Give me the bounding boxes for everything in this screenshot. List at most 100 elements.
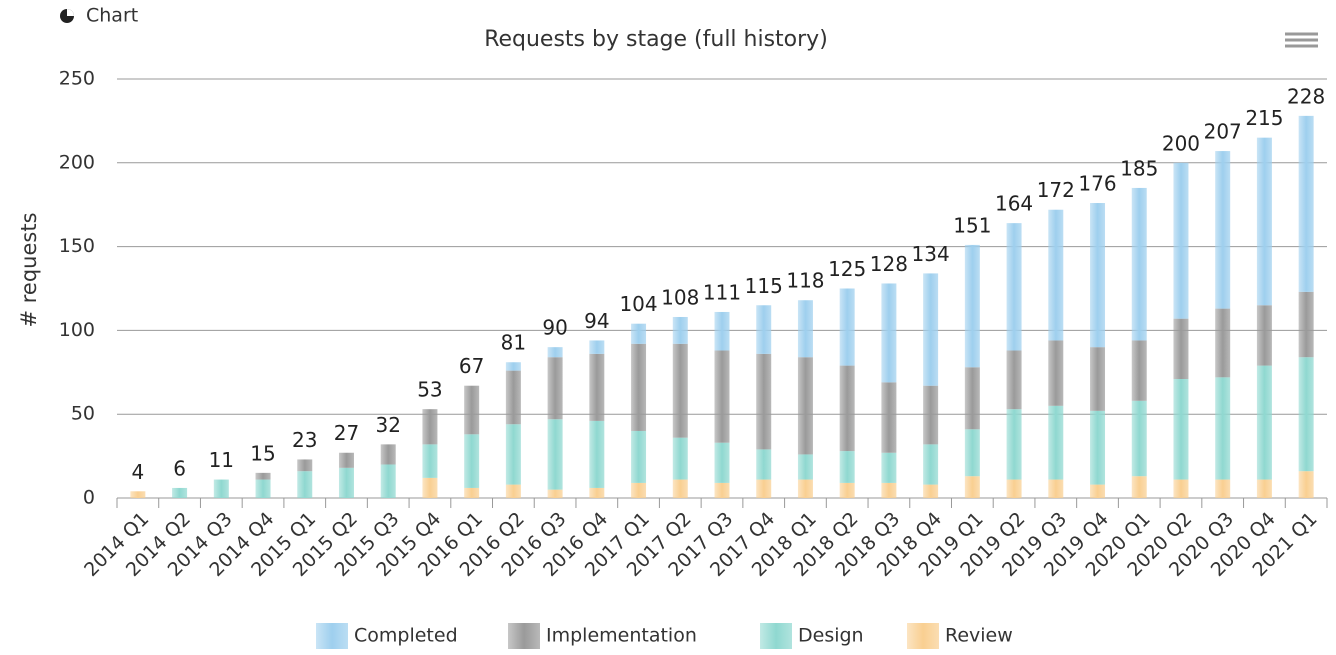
bar-segment bbox=[1090, 203, 1106, 348]
total-label: 185 bbox=[1120, 156, 1158, 180]
total-label: 128 bbox=[870, 252, 908, 276]
bar-segment bbox=[1131, 340, 1147, 401]
bar-segment bbox=[672, 343, 688, 438]
header: Chart bbox=[60, 5, 138, 27]
bar-segment bbox=[505, 424, 521, 485]
bar-segment bbox=[672, 479, 688, 498]
bar-segment bbox=[130, 491, 146, 498]
bar-segment bbox=[964, 429, 980, 477]
total-label: 81 bbox=[501, 331, 526, 355]
bar-segment bbox=[1173, 318, 1189, 380]
bar-segment bbox=[923, 385, 939, 445]
bar-segment bbox=[631, 343, 647, 431]
legend-label: Implementation bbox=[546, 625, 697, 647]
total-label: 27 bbox=[334, 421, 359, 445]
total-label: 90 bbox=[542, 316, 567, 340]
bar-segment bbox=[1048, 209, 1064, 341]
total-label: 200 bbox=[1162, 131, 1200, 155]
bar-segment bbox=[255, 472, 271, 480]
y-tick-label: 200 bbox=[59, 151, 95, 173]
total-label: 67 bbox=[459, 354, 484, 378]
total-label: 4 bbox=[131, 460, 144, 484]
bar-segment bbox=[756, 449, 772, 480]
bar-segment bbox=[1298, 291, 1314, 358]
y-axis-label: # requests bbox=[17, 212, 41, 327]
total-label: 11 bbox=[209, 448, 234, 472]
bar-segment bbox=[464, 434, 480, 488]
bar-segment bbox=[255, 479, 271, 498]
bar-segment bbox=[1215, 308, 1231, 378]
bar-segment bbox=[422, 444, 438, 478]
legend-swatch bbox=[316, 623, 348, 649]
bar-segment bbox=[464, 487, 480, 498]
total-label: 164 bbox=[995, 192, 1033, 216]
bar-segment bbox=[756, 353, 772, 450]
bar-segment bbox=[631, 430, 647, 483]
y-tick-label: 0 bbox=[83, 487, 95, 509]
bar-segment bbox=[547, 489, 563, 498]
bar-segment bbox=[631, 323, 647, 344]
bar-segment bbox=[297, 459, 313, 472]
y-tick-label: 100 bbox=[59, 319, 95, 341]
bar-segment bbox=[380, 464, 396, 498]
bar-segment bbox=[172, 487, 188, 498]
bar-segment bbox=[1131, 187, 1147, 341]
bar-segment bbox=[505, 484, 521, 498]
bar-segment bbox=[923, 444, 939, 485]
bar-segment bbox=[714, 442, 730, 483]
bar-segment bbox=[756, 479, 772, 498]
bar-segment bbox=[1298, 115, 1314, 292]
bar-segment bbox=[1173, 379, 1189, 480]
bar-segment bbox=[1131, 400, 1147, 477]
y-tick-label: 150 bbox=[59, 235, 95, 257]
bar-segment bbox=[714, 311, 730, 351]
bar-segment bbox=[1215, 377, 1231, 480]
total-label: 215 bbox=[1245, 106, 1283, 130]
bar-segment bbox=[1131, 476, 1147, 498]
bar-segment bbox=[881, 452, 897, 483]
bar-segment bbox=[297, 471, 313, 498]
bar-segment bbox=[422, 477, 438, 498]
bar-segment bbox=[1173, 162, 1189, 319]
total-label: 134 bbox=[912, 242, 950, 266]
bar-segment bbox=[797, 479, 813, 498]
bar-segment bbox=[714, 350, 730, 443]
bar-segment bbox=[338, 467, 354, 498]
total-label: 172 bbox=[1037, 178, 1075, 202]
bar-segment bbox=[1006, 350, 1022, 410]
bar-segment bbox=[1215, 479, 1231, 498]
bar-segment bbox=[1048, 479, 1064, 498]
bar-segment bbox=[1298, 471, 1314, 498]
total-label: 15 bbox=[250, 441, 275, 465]
y-tick-label: 250 bbox=[59, 68, 95, 90]
bar-segment bbox=[422, 409, 438, 445]
bar-segment bbox=[589, 353, 605, 421]
bar-segment bbox=[881, 283, 897, 383]
bar-segment bbox=[1256, 479, 1272, 498]
bar-segment bbox=[589, 340, 605, 354]
bar-segment bbox=[589, 487, 605, 498]
bar-segment bbox=[1006, 479, 1022, 498]
total-label: 32 bbox=[375, 413, 400, 437]
header-label: Chart bbox=[86, 5, 138, 27]
bar-segment bbox=[1048, 340, 1064, 406]
bar-segment bbox=[1256, 365, 1272, 480]
bar-segment bbox=[839, 288, 855, 366]
bar-segment bbox=[1090, 410, 1106, 485]
bar-segment bbox=[1090, 484, 1106, 498]
legend-swatch bbox=[907, 623, 939, 649]
total-label: 176 bbox=[1078, 172, 1116, 196]
menu-button[interactable] bbox=[1280, 28, 1320, 52]
legend-swatch bbox=[508, 623, 540, 649]
pie-icon-slice bbox=[67, 9, 74, 16]
legend-label: Review bbox=[945, 625, 1013, 647]
bar-segment bbox=[839, 482, 855, 498]
total-label: 94 bbox=[584, 309, 609, 333]
bar-segment bbox=[338, 452, 354, 468]
bar-segment bbox=[964, 476, 980, 498]
y-tick-label: 50 bbox=[71, 403, 95, 425]
bar-segment bbox=[1215, 151, 1231, 309]
bar-segment bbox=[1298, 357, 1314, 472]
